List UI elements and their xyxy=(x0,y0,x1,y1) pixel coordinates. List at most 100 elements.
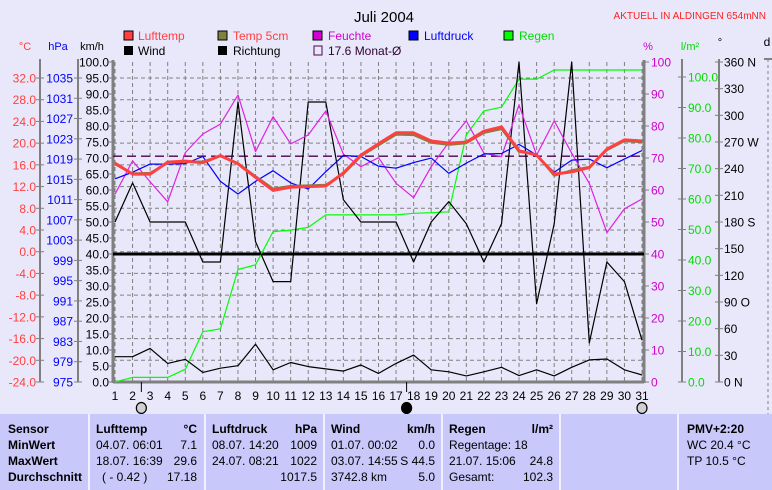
x-tick-label: 29 xyxy=(600,389,614,403)
rain-tick-label: 100.0 xyxy=(688,71,718,85)
x-tick-label: 17 xyxy=(389,389,403,403)
temp-tick-label: 12.0 xyxy=(13,180,37,194)
pressure-tick-label: 1003 xyxy=(46,234,73,248)
legend-wind[interactable]: Wind xyxy=(124,44,165,58)
svg-text:Temp 5cm: Temp 5cm xyxy=(233,29,288,43)
x-tick-label: 21 xyxy=(460,389,474,403)
humidity-tick-label: 30 xyxy=(651,280,665,294)
x-tick-label: 18 xyxy=(407,389,421,403)
humidity-tick-label: 20 xyxy=(651,312,665,326)
wind-tick-label: 75.0 xyxy=(86,136,110,150)
stats-col-temp: Lufttemp °C 04.07. 06:01 7.1 18.07. 16:39 2… xyxy=(88,414,204,490)
stats-col-pressure: Luftdruck hPa 08.07. 14:20 1009 24.07. 08:… xyxy=(204,414,323,490)
wind-tick-label: 80.0 xyxy=(86,120,110,134)
x-tick-label: 1 xyxy=(112,389,119,403)
x-tick-label: 28 xyxy=(583,389,597,403)
wind-tick-label: 45.0 xyxy=(86,232,110,246)
sensor-header: Sensor xyxy=(8,422,49,436)
rain-tick-label: 80.0 xyxy=(688,132,712,146)
x-tick-label: 10 xyxy=(266,389,280,403)
wind-tick-label: 25.0 xyxy=(86,296,110,310)
temp-trend: ( - 0.42 ) xyxy=(102,470,148,484)
temp-tick-label: 32.0 xyxy=(13,72,37,86)
legend-feuchte[interactable]: Feuchte xyxy=(312,29,372,43)
direction-tick-label: 120 xyxy=(724,269,744,283)
pressure-tick-label: 1019 xyxy=(46,153,73,167)
statistics-panel: Sensor MinWert MaxWert Durchschnitt Luft… xyxy=(0,414,772,490)
rain-tick-label: 70.0 xyxy=(688,162,712,176)
pressure-tick-label: 979 xyxy=(53,355,73,369)
temp-tick-label: 8.0 xyxy=(19,202,36,216)
humidity-tick-label: 80 xyxy=(651,120,665,134)
pmv-header: PMV+2:20 xyxy=(687,422,745,436)
pressure-tick-label: 1027 xyxy=(46,112,73,126)
stats-col-sensor: Sensor MinWert MaxWert Durchschnitt xyxy=(0,414,88,490)
svg-text:Lufttemp: Lufttemp xyxy=(138,29,185,43)
legend-monthly-avg[interactable]: 17.6 Monat-Ø xyxy=(313,44,401,58)
wind-tick-label: 0.0 xyxy=(92,376,109,390)
wind-tick-label: 5.0 xyxy=(92,360,109,374)
wind-tick-label: 65.0 xyxy=(86,168,110,182)
legend-regen[interactable]: Regen xyxy=(503,29,554,43)
legend-luftdruck[interactable]: Luftdruck xyxy=(408,29,474,43)
wind-tick-label: 60.0 xyxy=(86,184,110,198)
direction-tick-label: 270 W xyxy=(724,136,759,150)
temp-tick-label: 0.0 xyxy=(19,245,36,259)
humidity-tick-label: 0 xyxy=(651,376,658,390)
avg-label: Durchschnitt xyxy=(8,470,83,484)
pressure-tick-label: 1023 xyxy=(46,132,73,146)
humidity-tick-label: 60 xyxy=(651,184,665,198)
temp-min-time: 04.07. 06:01 xyxy=(96,438,163,452)
temp-tick-label: -8.0 xyxy=(15,289,36,303)
x-tick-label: 7 xyxy=(217,389,224,403)
rain-header: Regen xyxy=(449,422,486,436)
pressure-tick-label: 987 xyxy=(53,315,73,329)
dew-point: TP 10.5 °C xyxy=(687,454,746,468)
legend-lufttemp[interactable]: Lufttemp xyxy=(123,29,185,43)
pressure-min-time: 08.07. 14:20 xyxy=(212,438,279,452)
rain-unit-label: l/m² xyxy=(681,41,700,53)
direction-tick-label: 240 xyxy=(724,162,744,176)
wind-min-time: 01.07. 00:02 xyxy=(331,438,398,452)
pressure-min: 1009 xyxy=(290,438,317,452)
weather-chart: Juli 2004 AKTUELL IN ALDINGEN 654mNN °C … xyxy=(9,9,772,414)
x-tick-label: 20 xyxy=(442,389,456,403)
temp-tick-label: -16.0 xyxy=(9,332,37,346)
pressure-max-time: 24.07. 08:21 xyxy=(212,454,279,468)
rain-max: 24.8 xyxy=(529,454,553,468)
direction-tick-label: 180 S xyxy=(724,216,755,230)
x-tick-label: 4 xyxy=(164,389,171,403)
humidity-unit-label: % xyxy=(643,41,653,53)
x-tick-label: 23 xyxy=(495,389,509,403)
x-tick-label: 8 xyxy=(235,389,242,403)
stats-col-rain: Regen l/m² Regentage: 18 21.07. 15:06 24.8… xyxy=(441,414,559,490)
humidity-tick-label: 70 xyxy=(651,152,665,166)
temp-avg: 17.18 xyxy=(166,470,197,484)
stats-col-empty xyxy=(559,414,677,490)
humidity-tick-label: 50 xyxy=(651,216,665,230)
rain-tick-label: 40.0 xyxy=(688,254,712,268)
wind-avg: 5.0 xyxy=(418,470,435,484)
x-tick-label: 11 xyxy=(284,389,297,403)
pressure-unit: hPa xyxy=(294,422,317,436)
wind-tick-label: 15.0 xyxy=(86,328,110,342)
rain-total-label: Gesamt: xyxy=(449,470,495,484)
pressure-tick-label: 1007 xyxy=(46,213,73,227)
legend-richtung[interactable]: Richtung xyxy=(218,44,280,58)
x-tick-label: 9 xyxy=(252,389,259,403)
x-tick-label: 2 xyxy=(129,389,136,403)
x-tick-label: 27 xyxy=(565,389,579,403)
humidity-tick-label: 10 xyxy=(651,344,665,358)
direction-tick-label: 0 N xyxy=(724,376,743,390)
rain-tick-label: 50.0 xyxy=(688,223,712,237)
wind-series-line xyxy=(115,343,643,377)
temp-tick-label: -20.0 xyxy=(9,354,37,368)
legend-temp5cm[interactable]: Temp 5cm xyxy=(217,29,288,43)
wind-tick-label: 35.0 xyxy=(86,264,110,278)
rain-total: 102.3 xyxy=(522,470,553,484)
pressure-unit-label: hPa xyxy=(48,41,68,53)
rain-series-line xyxy=(114,69,642,383)
direction-tick-label: 300 xyxy=(724,109,744,123)
temp-tick-label: 4.0 xyxy=(19,224,36,238)
direction-tick-label: 210 xyxy=(724,189,744,203)
